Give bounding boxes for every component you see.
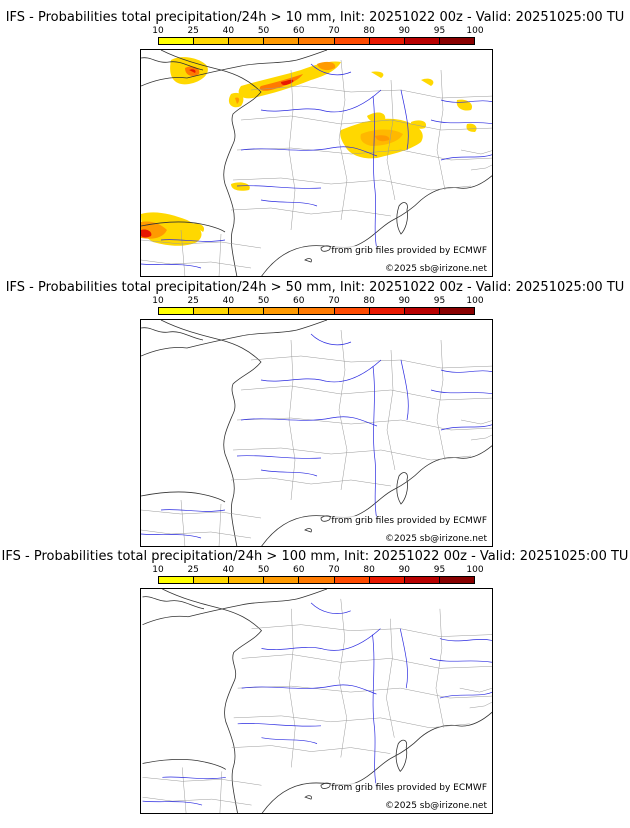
colorbar-segment	[439, 308, 474, 314]
colorbar-segment	[159, 577, 195, 583]
colorbar-segment	[229, 577, 265, 583]
colorbar-tick: 40	[222, 26, 235, 36]
colorbar-tick: 50	[257, 565, 270, 575]
colorbar-tick: 60	[293, 565, 305, 575]
panel-title: IFS - Probabilities total precipitation/…	[1, 549, 629, 564]
colorbar	[158, 307, 475, 315]
panel-title: IFS - Probabilities total precipitation/…	[5, 280, 625, 295]
colorbar-segment	[299, 577, 335, 583]
panel-100mm: IFS - Probabilities total precipitation/…	[0, 539, 630, 814]
colorbar-tick: 95	[433, 565, 446, 575]
colorbar-segment	[439, 38, 474, 44]
colorbar-tick: 60	[293, 26, 305, 36]
panel-50mm: IFS - Probabilities total precipitation/…	[0, 270, 630, 547]
colorbar-segment	[404, 38, 440, 44]
colorbar-segment	[334, 308, 370, 314]
colorbar-segment	[159, 38, 195, 44]
colorbar-tick: 70	[328, 565, 340, 575]
colorbar-segment	[229, 308, 265, 314]
colorbar-segment	[264, 577, 300, 583]
colorbar-tick: 10	[152, 296, 164, 306]
colorbar-tick: 40	[222, 296, 235, 306]
colorbar-tick: 80	[363, 296, 375, 306]
panel-10mm: IFS - Probabilities total precipitation/…	[0, 0, 630, 277]
map-france: from grib files provided by ECMWF ©2025 …	[140, 49, 493, 277]
colorbar-tick: 10	[152, 565, 164, 575]
colorbar-tick: 40	[222, 565, 235, 575]
credit-text: from grib files provided by ECMWF	[331, 516, 487, 526]
colorbar-tick: 100	[466, 565, 484, 575]
colorbar-tick: 70	[328, 26, 340, 36]
colorbar-tick: 70	[328, 296, 340, 306]
colorbar-segment	[299, 38, 335, 44]
colorbar-segment	[334, 38, 370, 44]
colorbar-tick: 90	[398, 296, 411, 306]
colorbar-segment	[194, 577, 230, 583]
colorbar-ticks: 10 25 40 50 60 70 80 90 95 100	[152, 565, 483, 575]
colorbar-tick: 90	[398, 565, 411, 575]
colorbar-tick: 50	[257, 26, 270, 36]
map-svg	[141, 50, 492, 276]
credit-text: from grib files provided by ECMWF	[331, 246, 487, 256]
colorbar-tick: 100	[466, 296, 484, 306]
colorbar-segment	[369, 577, 405, 583]
copyright-text: ©2025 sb@irizone.net	[385, 801, 487, 811]
colorbar-tick: 25	[187, 565, 199, 575]
colorbar-segment	[439, 577, 474, 583]
colorbar-segment	[194, 38, 230, 44]
colorbar-tick: 60	[293, 296, 305, 306]
colorbar-segment	[369, 38, 405, 44]
colorbar-segment	[404, 308, 440, 314]
colorbar-tick: 90	[398, 26, 411, 36]
panel-title: IFS - Probabilities total precipitation/…	[5, 10, 625, 25]
colorbar-tick: 50	[257, 296, 270, 306]
colorbar-ticks: 10 25 40 50 60 70 80 90 95 100	[152, 296, 483, 306]
colorbar-segment	[229, 38, 265, 44]
colorbar-ticks: 10 25 40 50 60 70 80 90 95 100	[152, 26, 483, 36]
colorbar-tick: 25	[187, 296, 199, 306]
colorbar-tick: 10	[152, 26, 164, 36]
colorbar-segment	[404, 577, 440, 583]
map-svg	[141, 320, 492, 546]
credit-text: from grib files provided by ECMWF	[331, 783, 487, 793]
colorbar-segment	[264, 308, 300, 314]
colorbar	[158, 37, 475, 45]
colorbar-segment	[334, 577, 370, 583]
map-svg	[142, 589, 492, 813]
colorbar-tick: 25	[187, 26, 199, 36]
precip-field	[141, 57, 477, 246]
colorbar-tick: 80	[363, 26, 375, 36]
colorbar-tick: 80	[363, 565, 375, 575]
colorbar-segment	[159, 308, 195, 314]
map-france: from grib files provided by ECMWF ©2025 …	[140, 319, 493, 547]
colorbar-tick: 95	[433, 296, 446, 306]
map-france: from grib files provided by ECMWF ©2025 …	[140, 588, 493, 814]
colorbar-tick: 95	[433, 26, 446, 36]
colorbar-segment	[194, 308, 230, 314]
colorbar-segment	[299, 308, 335, 314]
copyright-text: ©2025 sb@irizone.net	[385, 264, 487, 274]
colorbar	[158, 576, 475, 584]
colorbar-segment	[369, 308, 405, 314]
colorbar-segment	[264, 38, 300, 44]
copyright-text: ©2025 sb@irizone.net	[385, 534, 487, 544]
colorbar-tick: 100	[466, 26, 484, 36]
